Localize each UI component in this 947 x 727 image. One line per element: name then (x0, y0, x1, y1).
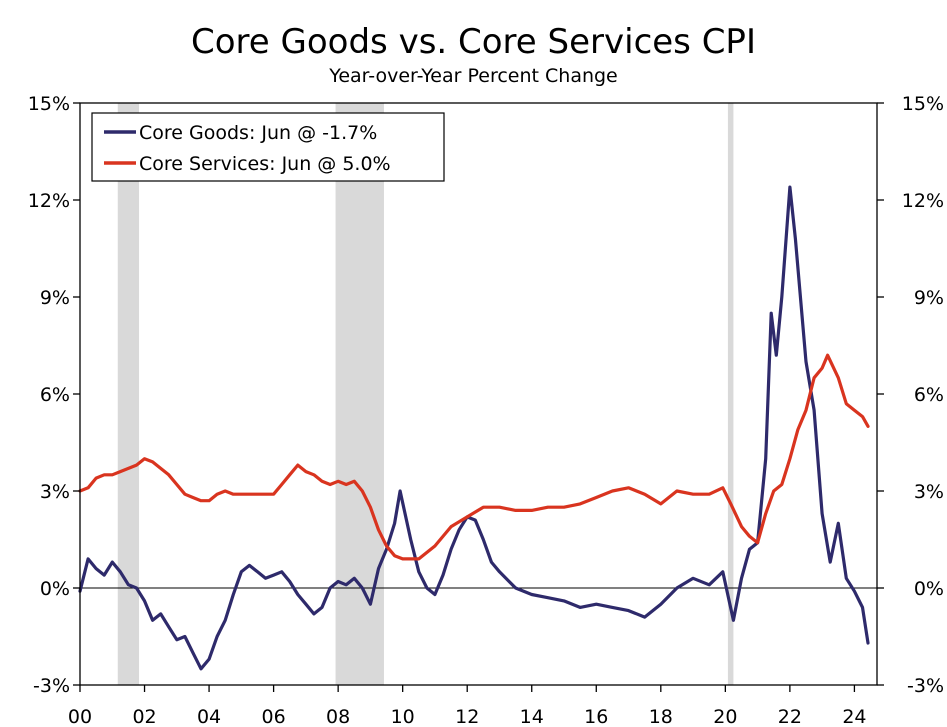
plot-frame (79, 102, 878, 686)
y-tick-label-right: 9% (914, 287, 944, 309)
x-tick-label: 06 (262, 706, 286, 727)
x-axis: 00 02 04 06 08 10 12 14 16 18 20 22 24 (68, 685, 867, 727)
x-tick-label: 12 (455, 706, 479, 727)
x-tick-label: 16 (584, 706, 608, 727)
y-tick-label-left: 6% (40, 384, 70, 406)
x-tick-label: 10 (391, 706, 415, 727)
y-axis-left: -3% 0% 3% 6% 9% 12% 15% (28, 93, 80, 697)
y-axis-right: -3% 0% 3% 6% 9% 12% 15% (877, 93, 944, 697)
legend-box (91, 112, 445, 182)
chart-title: Core Goods vs. Core Services CPI (191, 22, 756, 62)
x-tick-label: 20 (713, 706, 737, 727)
y-tick-label-left: 15% (28, 93, 70, 115)
recession-band-1 (335, 103, 384, 685)
y-tick-label-right: 3% (914, 481, 944, 503)
recession-band-0 (117, 103, 140, 685)
y-tick-label-left: 3% (40, 481, 70, 503)
x-tick-label: 24 (842, 706, 866, 727)
recession-band-2 (727, 103, 734, 685)
y-tick-label-right: -3% (907, 675, 944, 697)
y-tick-label-left: 12% (28, 190, 70, 212)
x-tick-label: 14 (520, 706, 544, 727)
y-tick-label-right: 15% (902, 93, 944, 115)
y-tick-label-left: 0% (40, 578, 70, 600)
y-tick-label-left: -3% (33, 675, 70, 697)
legend: Core Goods: Jun @ -1.7% Core Services: Ju… (91, 112, 445, 182)
legend-entry-label: Core Goods: Jun @ -1.7% (139, 122, 377, 144)
y-tick-label-right: 12% (902, 190, 944, 212)
x-tick-label: 00 (68, 706, 92, 727)
recession-shading (117, 103, 734, 685)
series-line-core-services (78, 353, 870, 561)
x-tick-label: 04 (197, 706, 221, 727)
chart-subtitle: Year-over-Year Percent Change (329, 65, 618, 87)
legend-entry-label: Core Services: Jun @ 5.0% (139, 153, 391, 175)
series-line-core-goods (78, 185, 870, 671)
x-tick-label: 08 (326, 706, 350, 727)
series-lines (78, 185, 870, 671)
x-tick-label: 02 (132, 706, 156, 727)
y-tick-label-left: 9% (40, 287, 70, 309)
x-tick-label: 18 (649, 706, 673, 727)
x-tick-label: 22 (778, 706, 802, 727)
y-tick-label-right: 6% (914, 384, 944, 406)
y-tick-label-right: 0% (914, 578, 944, 600)
